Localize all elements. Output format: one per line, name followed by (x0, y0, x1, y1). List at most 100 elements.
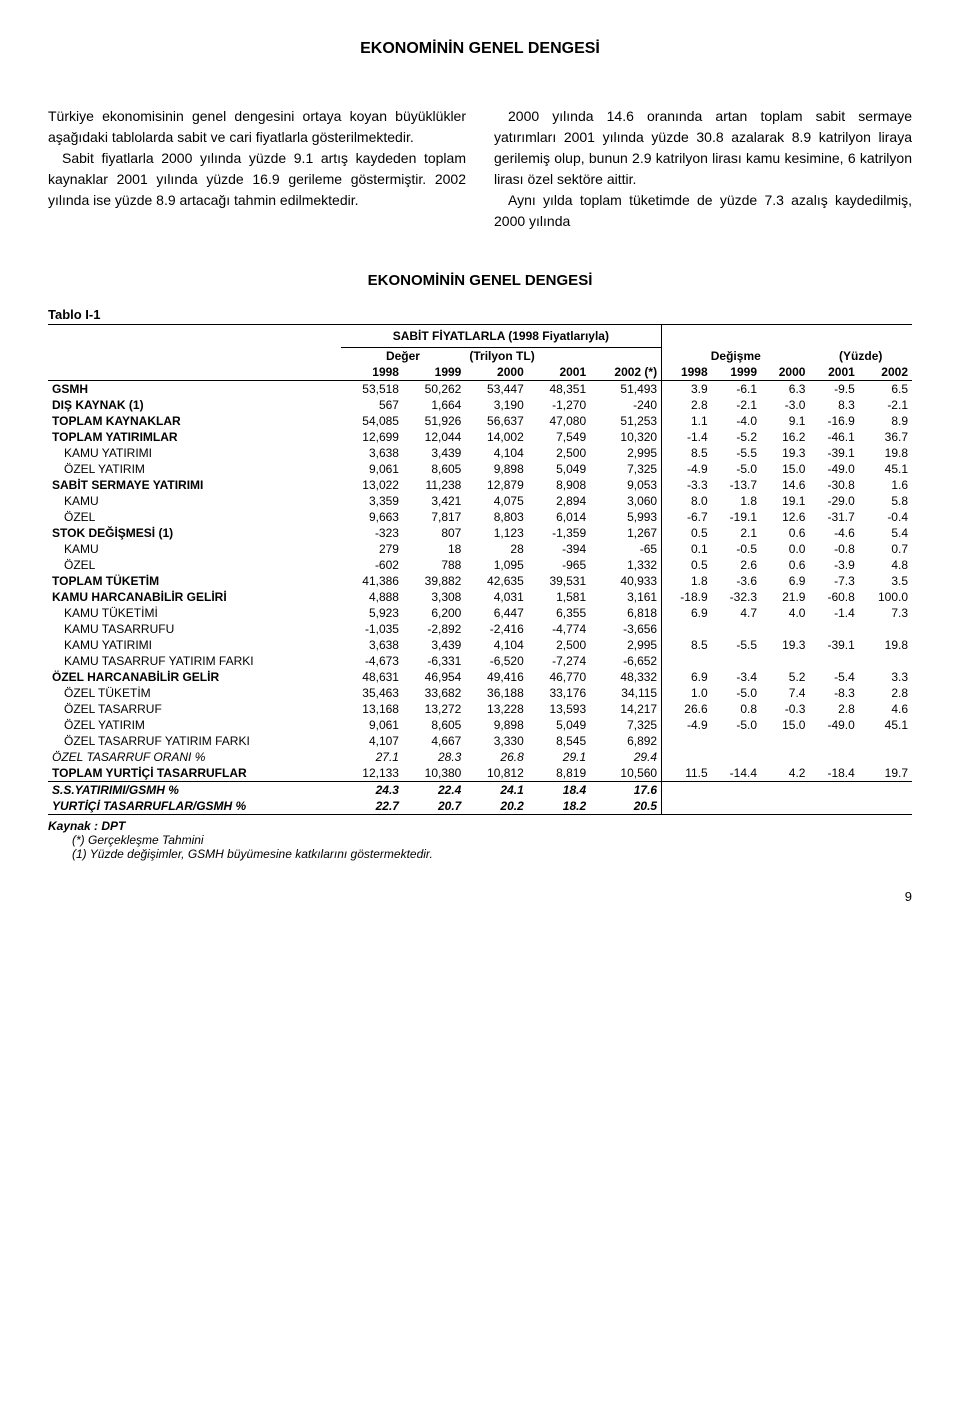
value-cell: 28.3 (403, 749, 465, 765)
value-cell: 20.2 (465, 798, 527, 815)
value-cell: -4,673 (341, 653, 403, 669)
value-cell: 788 (403, 557, 465, 573)
value-cell: 56,637 (465, 413, 527, 429)
table-row: TOPLAM KAYNAKLAR54,08551,92656,63747,080… (48, 413, 912, 429)
pct-cell: -0.5 (712, 541, 761, 557)
value-cell: 9,898 (465, 717, 527, 733)
row-label: KAMU YATIRIMI (48, 445, 341, 461)
value-cell: 4,888 (341, 589, 403, 605)
value-cell: 7,325 (590, 717, 661, 733)
pct-cell: -3.3 (662, 477, 712, 493)
year-header: 2001 (809, 364, 858, 381)
row-label: TOPLAM YURTİÇİ TASARRUFLAR (48, 765, 341, 782)
value-cell: 10,812 (465, 765, 527, 782)
value-cell: 9,898 (465, 461, 527, 477)
row-label: KAMU HARCANABİLİR GELİRİ (48, 589, 341, 605)
value-cell: 4,104 (465, 637, 527, 653)
value-cell: 4,031 (465, 589, 527, 605)
pct-cell: 7.4 (761, 685, 809, 701)
value-cell: 3,439 (403, 637, 465, 653)
value-cell: -2,892 (403, 621, 465, 637)
pct-cell: -8.3 (809, 685, 858, 701)
pct-cell: 6.5 (859, 381, 912, 398)
pct-cell: -1.4 (809, 605, 858, 621)
pct-cell: 6.9 (761, 573, 809, 589)
value-cell: 5,923 (341, 605, 403, 621)
value-cell: -323 (341, 525, 403, 541)
pct-cell: 4.7 (712, 605, 761, 621)
value-cell: 3,308 (403, 589, 465, 605)
pct-cell (809, 733, 858, 749)
pct-cell: 4.2 (761, 765, 809, 782)
value-cell: 4,075 (465, 493, 527, 509)
year-header: 2000 (465, 364, 527, 381)
intro-left-text: Türkiye ekonomisinin genel dengesini ort… (48, 106, 466, 211)
row-label: KAMU (48, 493, 341, 509)
intro-right-text: 2000 yılında 14.6 oranında artan toplam … (494, 106, 912, 232)
value-cell: 18.4 (528, 782, 590, 799)
value-cell: 48,351 (528, 381, 590, 398)
year-header: 1998 (662, 364, 712, 381)
table-row: KAMU TÜKETİMİ5,9236,2006,4476,3556,8186.… (48, 605, 912, 621)
pct-cell (809, 749, 858, 765)
value-cell: 28 (465, 541, 527, 557)
table-row: KAMU2791828-394-650.1-0.50.0-0.80.7 (48, 541, 912, 557)
value-cell: 54,085 (341, 413, 403, 429)
value-cell: 807 (403, 525, 465, 541)
pct-cell: 2.8 (809, 701, 858, 717)
table-subtitle: SABİT FİYATLARLA (1998 Fiyatlarıyla) (341, 325, 662, 348)
value-cell: -240 (590, 397, 661, 413)
value-cell: -1,359 (528, 525, 590, 541)
value-cell: 49,416 (465, 669, 527, 685)
value-cell: 9,663 (341, 509, 403, 525)
pct-cell (662, 653, 712, 669)
pct-cell (809, 782, 858, 799)
value-cell: 48,631 (341, 669, 403, 685)
pct-cell: 1.6 (859, 477, 912, 493)
value-cell: 5,049 (528, 461, 590, 477)
value-cell: 2,995 (590, 637, 661, 653)
pct-cell: -5.0 (712, 717, 761, 733)
row-label: ÖZEL YATIRIM (48, 717, 341, 733)
pct-cell: 0.6 (761, 557, 809, 573)
value-cell: 6,447 (465, 605, 527, 621)
pct-cell: 26.6 (662, 701, 712, 717)
value-cell: 12,879 (465, 477, 527, 493)
pct-cell (859, 733, 912, 749)
value-cell: 3,060 (590, 493, 661, 509)
value-cell: -3,656 (590, 621, 661, 637)
pct-cell (859, 621, 912, 637)
value-cell: 20.7 (403, 798, 465, 815)
row-label: TOPLAM TÜKETİM (48, 573, 341, 589)
pct-cell: 2.1 (712, 525, 761, 541)
pct-cell: -4.6 (809, 525, 858, 541)
pct-cell: 19.8 (859, 637, 912, 653)
row-label: ÖZEL HARCANABİLİR GELİR (48, 669, 341, 685)
pct-cell: -4.0 (712, 413, 761, 429)
value-cell: -394 (528, 541, 590, 557)
value-cell: 8,605 (403, 461, 465, 477)
value-cell: 17.6 (590, 782, 661, 799)
row-label: STOK DEĞİŞMESİ (1) (48, 525, 341, 541)
table-row: KAMU YATIRIMI3,6383,4394,1042,5002,9958.… (48, 637, 912, 653)
pct-cell: 16.2 (761, 429, 809, 445)
row-label: ÖZEL TASARRUF YATIRIM FARKI (48, 733, 341, 749)
pct-cell: 36.7 (859, 429, 912, 445)
value-cell: 46,954 (403, 669, 465, 685)
table-row: KAMU TASARRUFU-1,035-2,892-2,416-4,774-3… (48, 621, 912, 637)
table-row: ÖZEL TASARRUF YATIRIM FARKI4,1074,6673,3… (48, 733, 912, 749)
row-label: S.S.YATIRIMI/GSMH % (48, 782, 341, 799)
pct-cell: 0.7 (859, 541, 912, 557)
value-cell: 1,664 (403, 397, 465, 413)
pct-cell: 3.9 (662, 381, 712, 398)
table-row: ÖZEL YATIRIM9,0618,6059,8985,0497,325-4.… (48, 461, 912, 477)
value-cell: 279 (341, 541, 403, 557)
value-cell: 9,061 (341, 717, 403, 733)
pct-cell (761, 749, 809, 765)
year-header: 2001 (528, 364, 590, 381)
value-cell: 1,123 (465, 525, 527, 541)
row-label: KAMU TASARRUFU (48, 621, 341, 637)
pct-cell: 19.7 (859, 765, 912, 782)
row-label: ÖZEL TÜKETİM (48, 685, 341, 701)
pct-cell: 0.5 (662, 557, 712, 573)
